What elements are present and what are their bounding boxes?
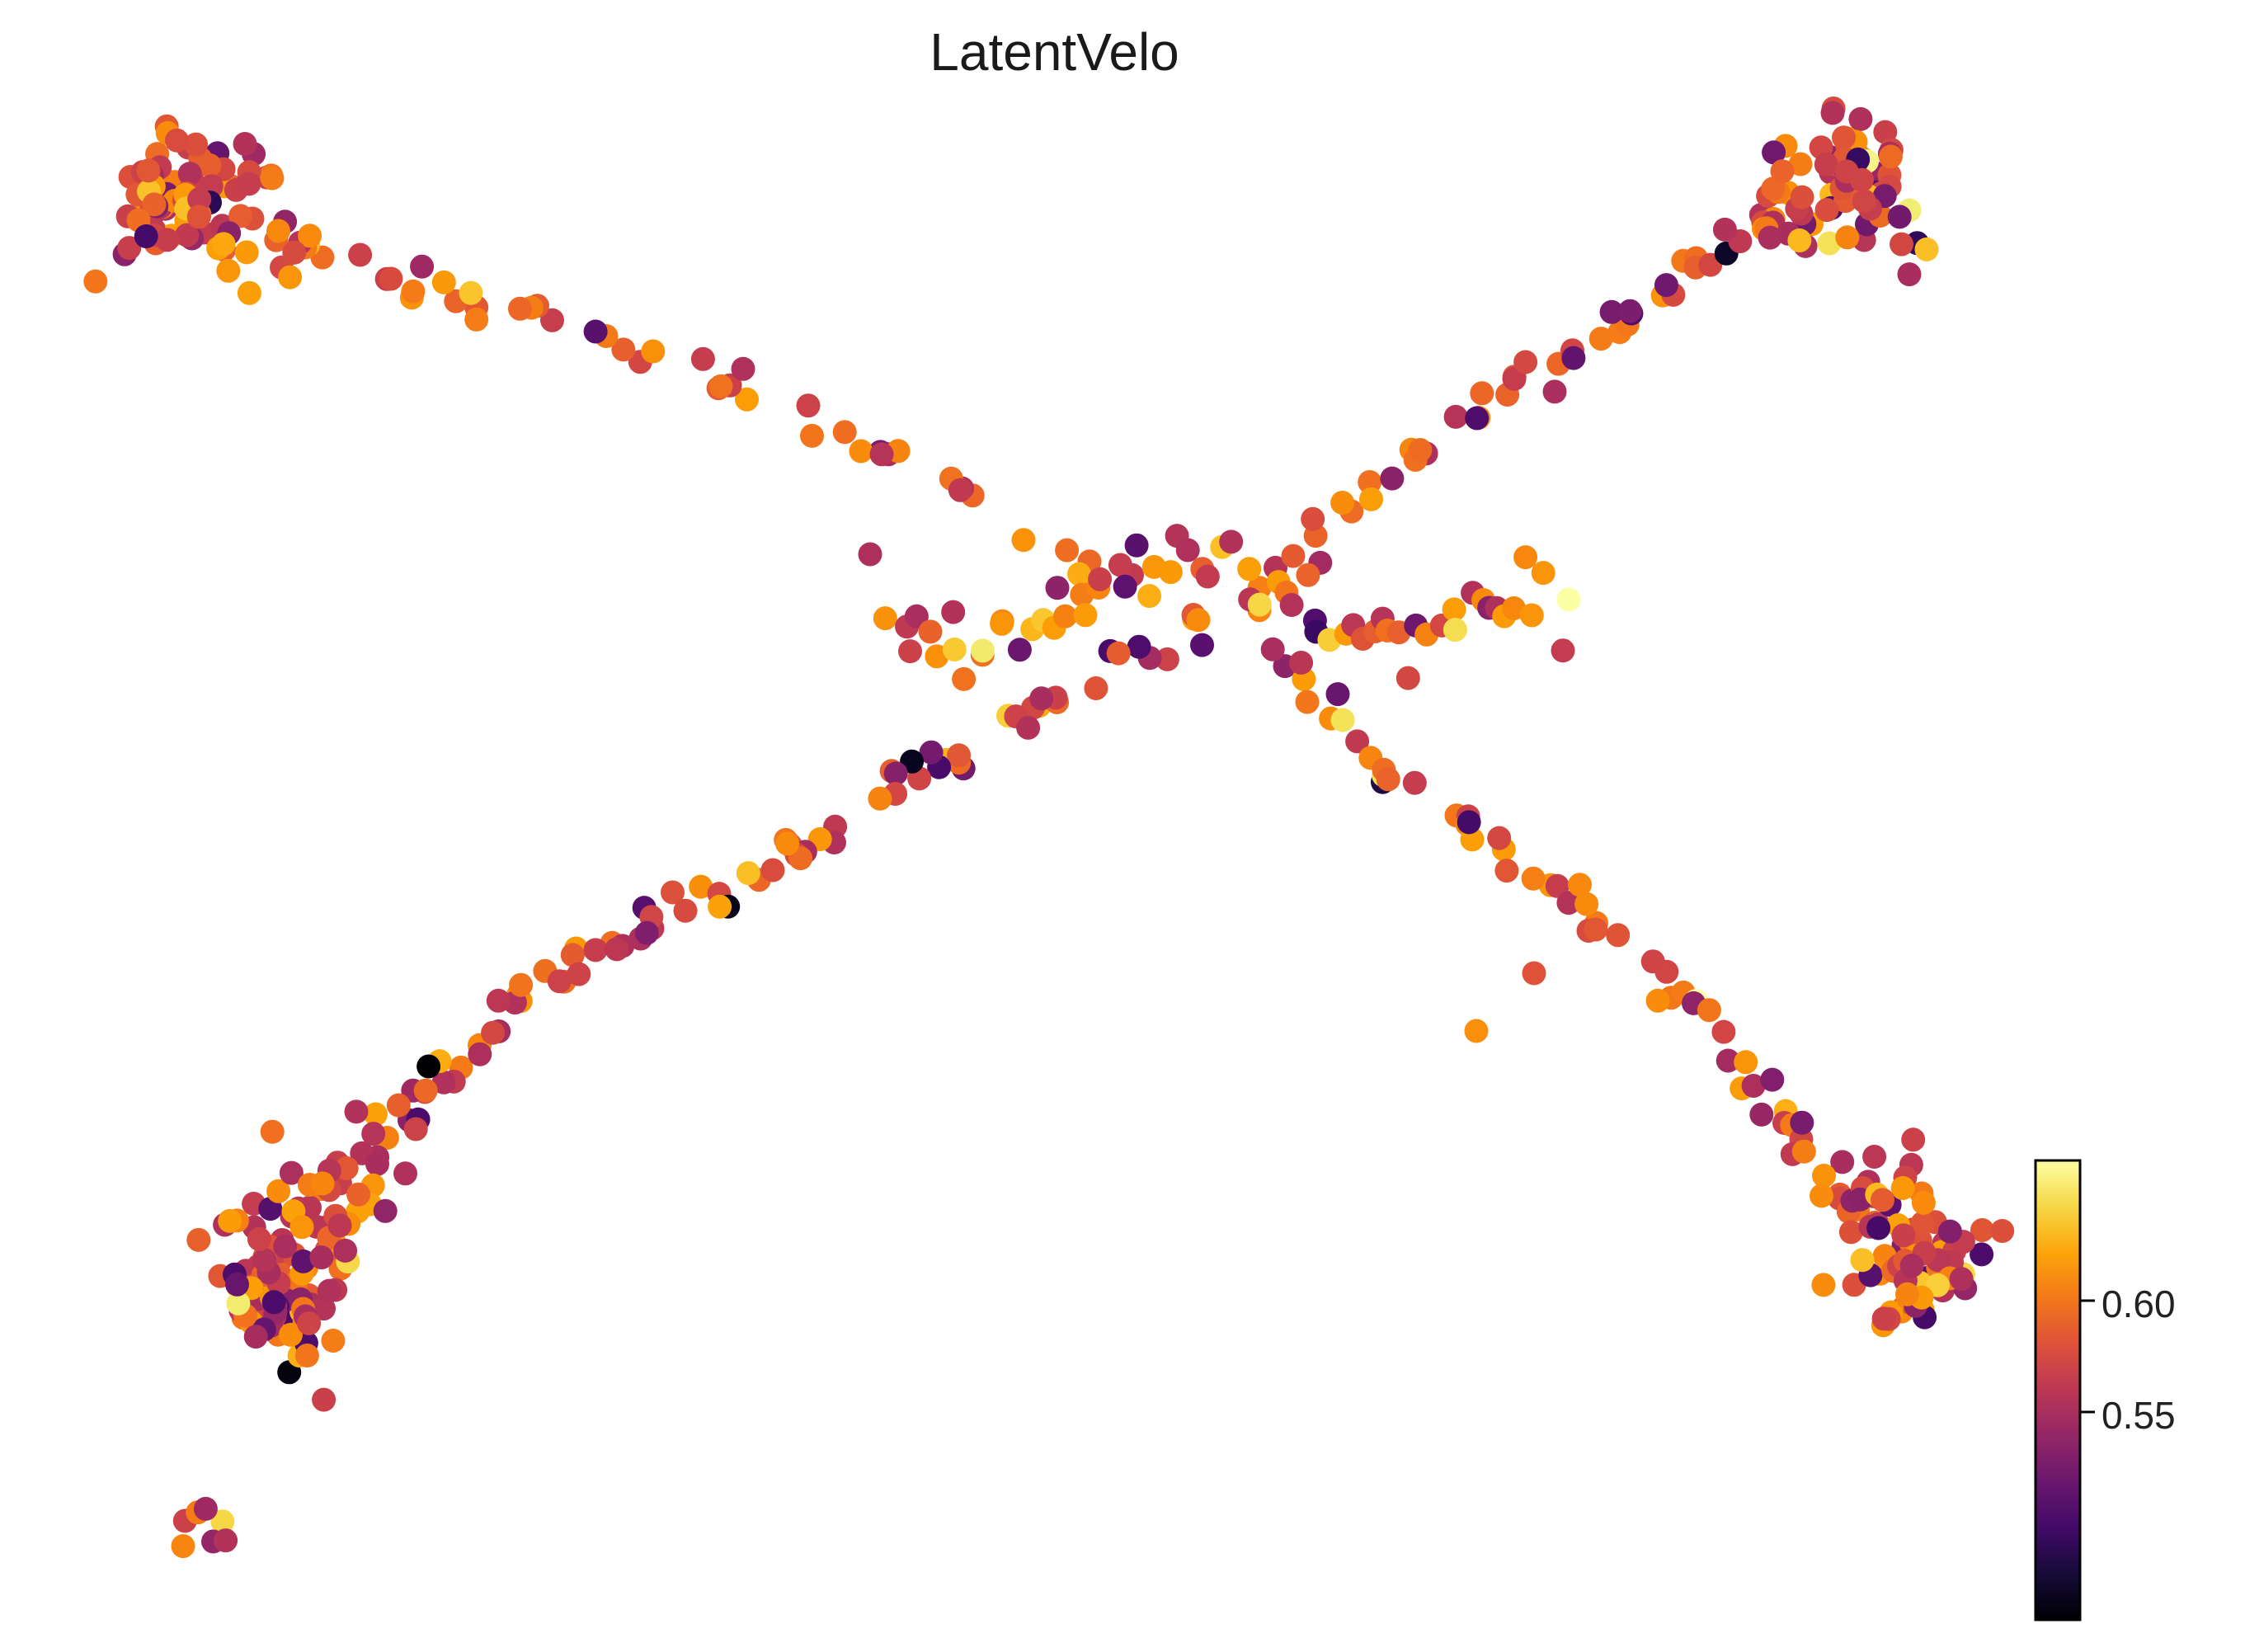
svg-text:0.55: 0.55	[2101, 1394, 2176, 1437]
svg-text:0.60: 0.60	[2101, 1283, 2176, 1325]
